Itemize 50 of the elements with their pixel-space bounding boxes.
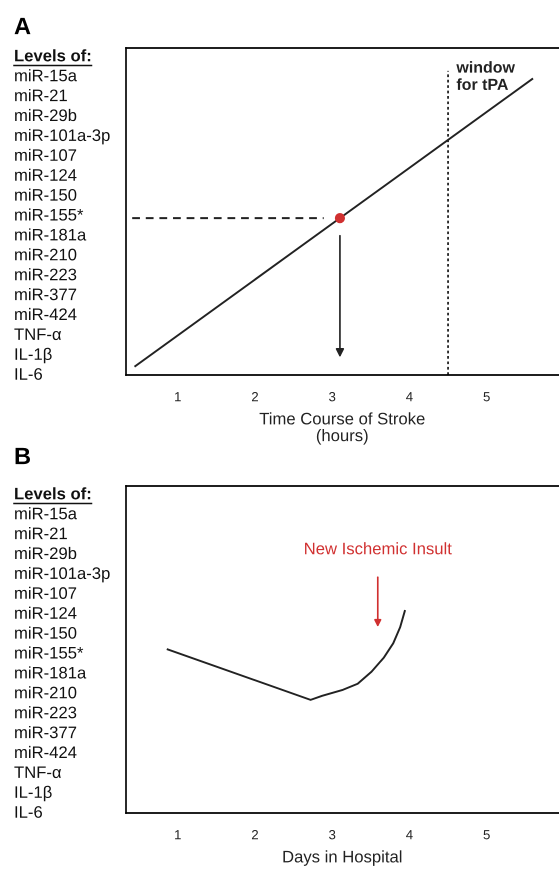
x-tick-label: 2 — [252, 830, 258, 840]
text: miR-21 — [15, 89, 67, 102]
text: miR-210 — [15, 248, 76, 260]
text: New Ischemic Insult — [305, 542, 452, 554]
text: miR-424 — [15, 746, 76, 758]
text: miR-181a — [15, 666, 86, 679]
text: miR-377 — [15, 288, 76, 300]
text: miR-101a-3p — [15, 128, 110, 144]
text: miR-124 — [15, 606, 76, 619]
x-tick-label: 4 — [406, 392, 413, 402]
text: miR-210 — [15, 686, 76, 698]
text: miR-150 — [15, 626, 76, 639]
text: miR-223 — [15, 706, 76, 718]
text: miR-155* — [15, 208, 84, 221]
text: TNF-α — [14, 766, 62, 778]
x-tick-label: 3 — [329, 392, 336, 402]
text: TNF-α — [14, 328, 62, 340]
ref-line-label: window for tPA — [456, 61, 515, 90]
text: miR-15a — [15, 69, 77, 82]
text: miR-29b — [15, 108, 76, 122]
chart-title: B — [16, 448, 30, 464]
text: miR-223 — [15, 268, 76, 280]
text: miR-424 — [15, 308, 76, 320]
x-tick-label: 1 — [175, 392, 181, 402]
text: miR-155* — [15, 646, 84, 659]
x-axis-title: Days in Hospital — [283, 850, 402, 866]
text: IL-1β — [16, 786, 52, 802]
text: IL-6 — [16, 806, 42, 818]
chart-title: A — [14, 18, 30, 34]
x-axis-title: Time Course of Stroke (hours) — [260, 412, 425, 445]
y-axis-title: Levels of: — [15, 487, 90, 500]
x-tick-label: 5 — [484, 392, 490, 402]
text: miR-377 — [15, 726, 76, 738]
text: miR-29b — [15, 546, 76, 560]
x-tick-label: 5 — [484, 830, 490, 840]
text: miR-15a — [15, 507, 77, 520]
text: IL-6 — [16, 368, 42, 380]
x-tick-label: 4 — [406, 830, 413, 840]
text: miR-107 — [15, 586, 76, 599]
x-tick-label: 3 — [329, 830, 336, 840]
x-tick-label: 1 — [175, 830, 181, 840]
text: miR-150 — [15, 188, 76, 201]
text: miR-107 — [15, 148, 76, 161]
text: IL-1β — [16, 348, 52, 364]
text: miR-124 — [15, 168, 76, 181]
text: miR-101a-3p — [15, 566, 110, 582]
y-axis-title: Levels of: — [15, 49, 90, 62]
x-tick-label: 2 — [252, 392, 258, 402]
text: miR-181a — [15, 228, 86, 241]
text: miR-21 — [15, 527, 67, 540]
